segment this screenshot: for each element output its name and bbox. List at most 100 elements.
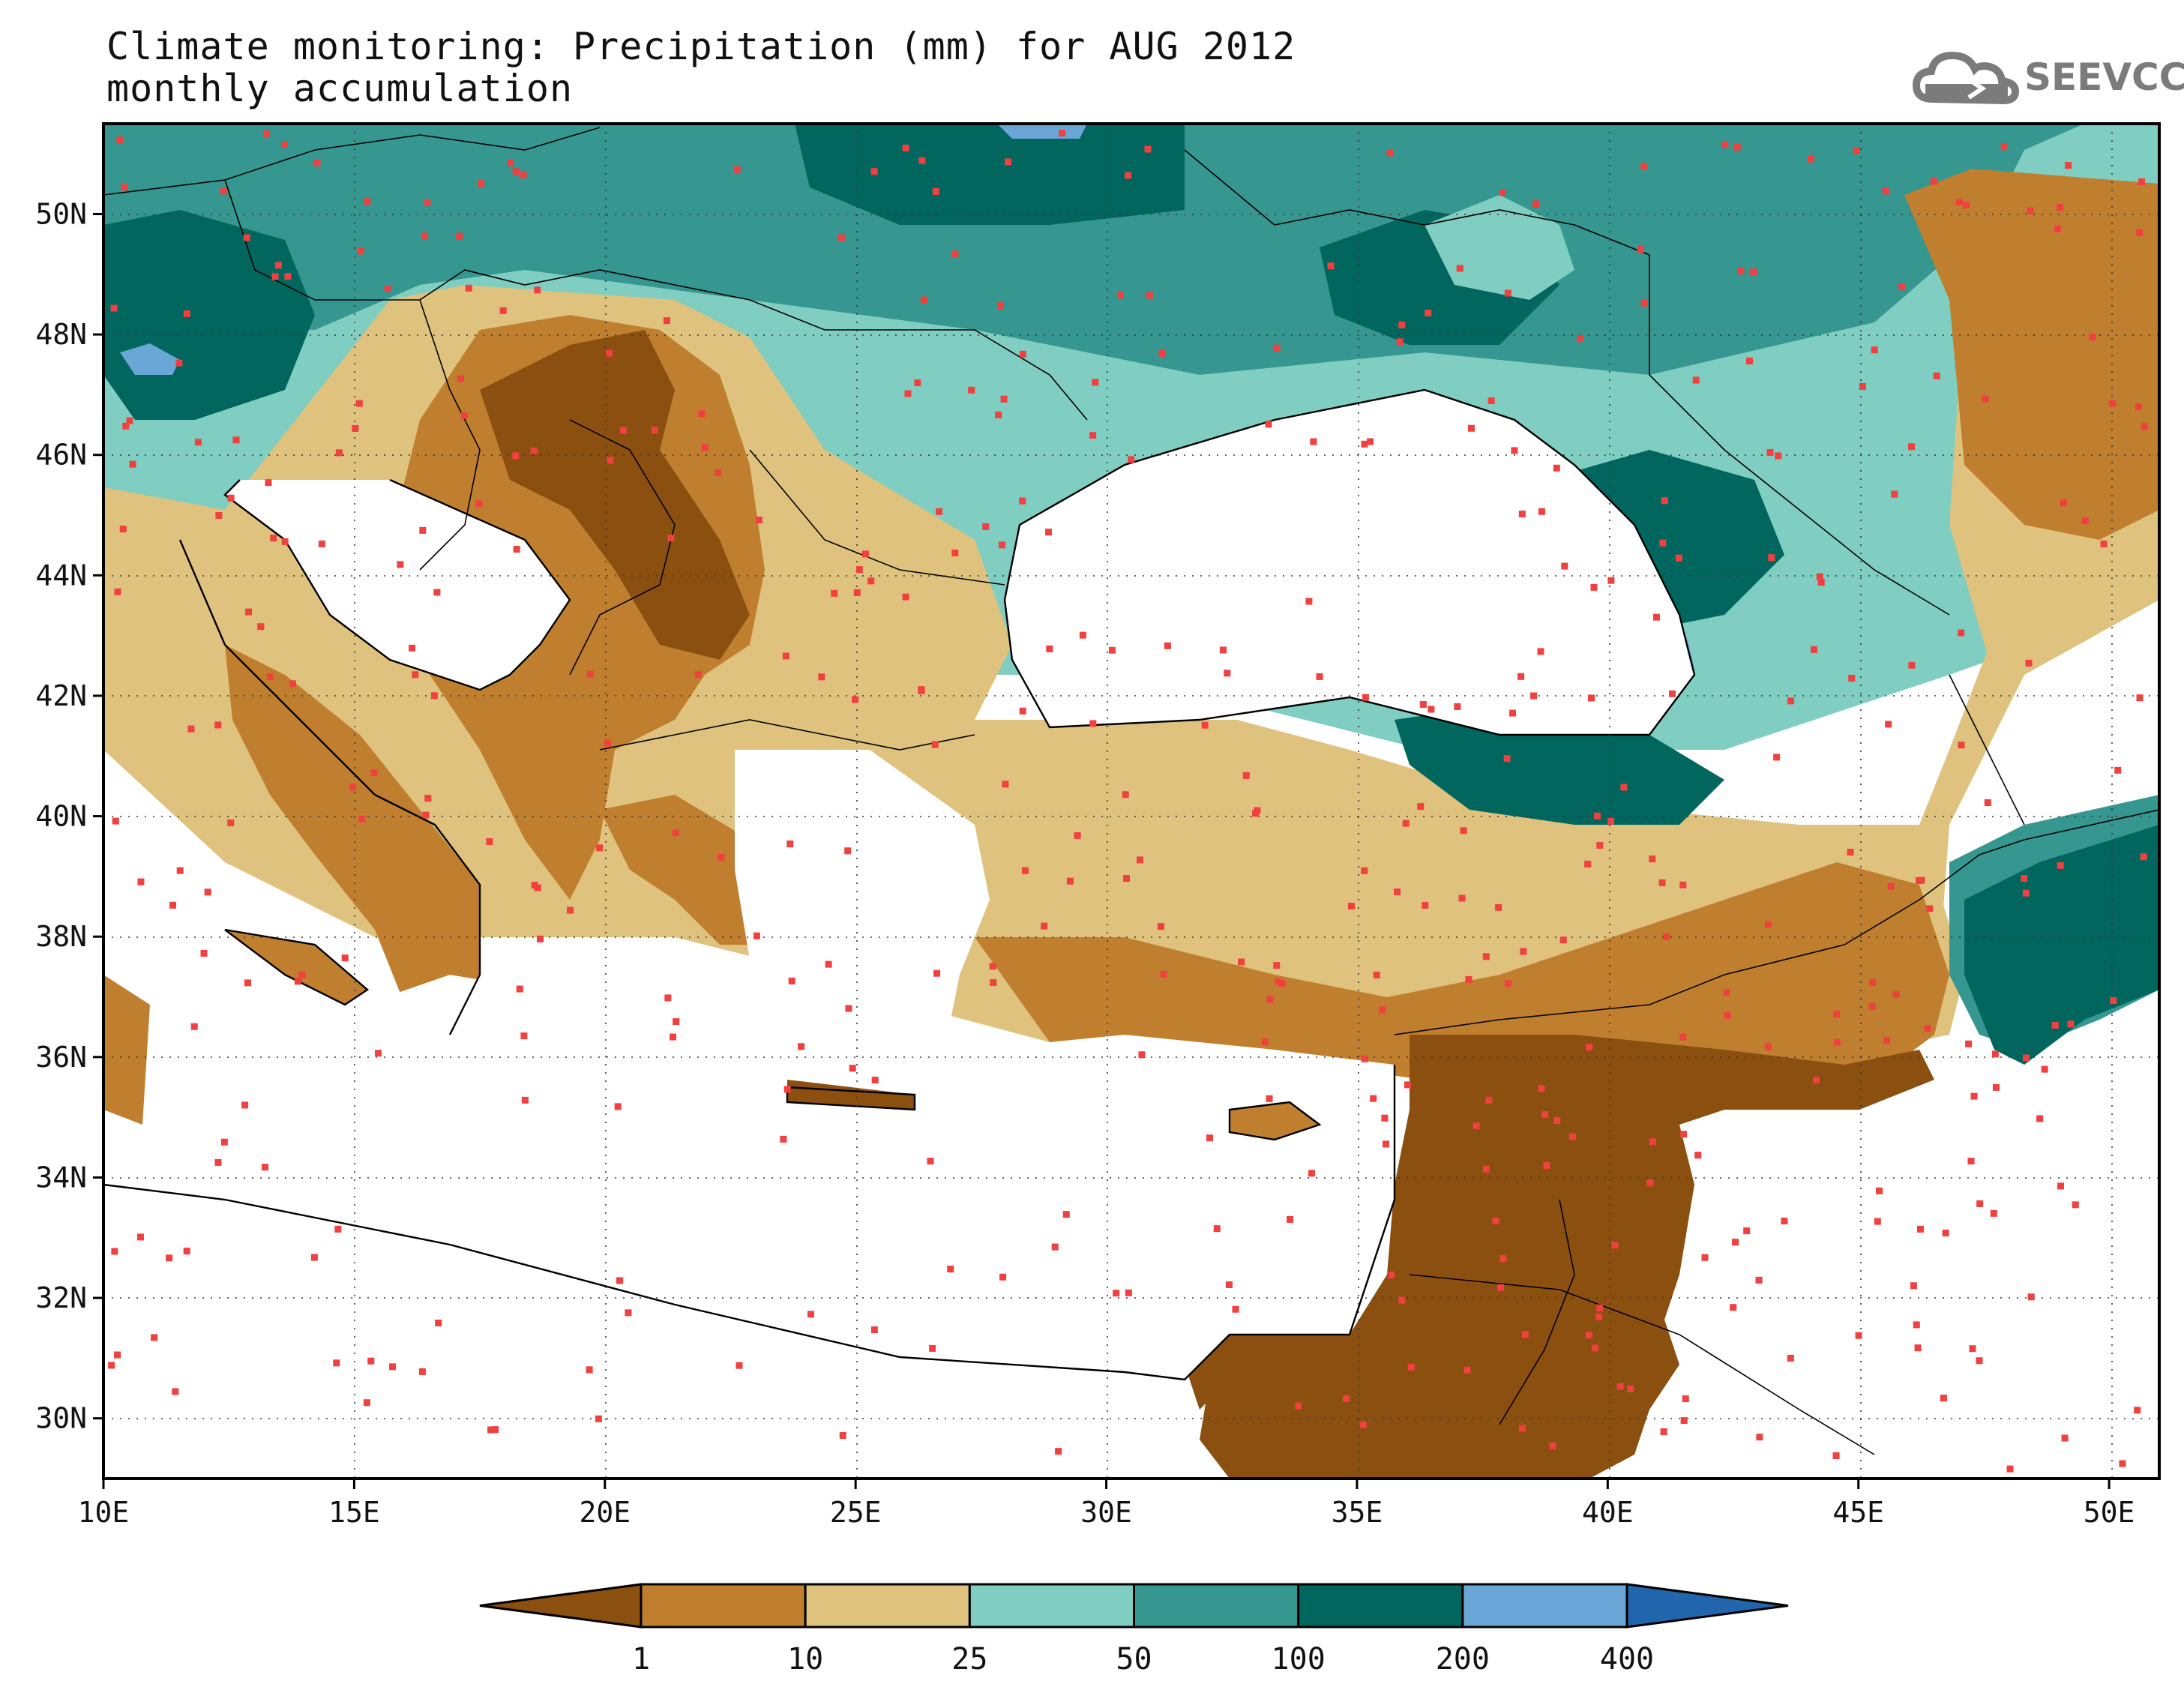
y-tick-label: 48N bbox=[35, 318, 87, 351]
station-dot bbox=[1787, 697, 1795, 705]
station-dot bbox=[190, 1023, 198, 1030]
x-tick-label: 25E bbox=[830, 1496, 882, 1529]
station-dot bbox=[114, 588, 121, 595]
station-dot bbox=[364, 198, 371, 205]
station-dot bbox=[849, 1065, 856, 1072]
station-dot bbox=[1766, 448, 1774, 456]
station-dot bbox=[1646, 1179, 1654, 1187]
station-dot bbox=[1266, 996, 1274, 1003]
station-dot bbox=[733, 166, 741, 173]
station-dot bbox=[172, 1388, 179, 1395]
station-dot bbox=[355, 400, 363, 407]
station-dot bbox=[1316, 673, 1323, 680]
x-tick-label: 10E bbox=[78, 1496, 130, 1529]
station-dot bbox=[567, 906, 574, 914]
colorbar-label: 200 bbox=[1436, 1642, 1490, 1677]
station-dot bbox=[1362, 694, 1369, 701]
station-dot bbox=[920, 296, 927, 304]
colorbar-bin bbox=[804, 1583, 971, 1629]
station-dot bbox=[1079, 631, 1086, 639]
station-dot bbox=[1833, 1010, 1841, 1017]
y-tick-label: 38N bbox=[35, 920, 87, 953]
station-dot bbox=[126, 417, 133, 424]
station-dot bbox=[352, 424, 359, 432]
station-dot bbox=[1388, 1272, 1395, 1279]
station-dot bbox=[1019, 497, 1026, 505]
station-dot bbox=[1467, 424, 1475, 432]
station-dot bbox=[2041, 1065, 2048, 1073]
station-dot bbox=[1970, 1092, 1978, 1100]
y-tick-label: 42N bbox=[35, 679, 87, 712]
station-dot bbox=[1955, 199, 1963, 206]
station-dot bbox=[363, 1399, 370, 1407]
station-dot bbox=[837, 234, 845, 241]
station-dot bbox=[492, 1426, 499, 1434]
station-dot bbox=[1538, 1085, 1545, 1092]
station-dot bbox=[673, 1018, 680, 1026]
station-dot bbox=[1505, 980, 1512, 987]
precip-field bbox=[103, 124, 2159, 1479]
station-dot bbox=[220, 187, 227, 195]
station-dot bbox=[1586, 1043, 1593, 1050]
station-dot bbox=[1675, 554, 1682, 562]
station-dot bbox=[245, 608, 253, 616]
station-dot bbox=[999, 1273, 1007, 1281]
station-dot bbox=[1518, 1425, 1526, 1432]
station-dot bbox=[861, 550, 869, 558]
station-dot bbox=[2057, 861, 2064, 869]
station-dot bbox=[512, 168, 520, 175]
station-dot bbox=[1701, 1254, 1709, 1261]
station-dot bbox=[121, 184, 128, 191]
station-dot bbox=[1652, 613, 1660, 621]
station-dot bbox=[424, 199, 431, 206]
x-axis: 10E 15E 20E 25E 30E 35E 40E 45E 50E bbox=[78, 1479, 2135, 1529]
station-dot bbox=[1637, 246, 1644, 253]
colorbar-label: 10 bbox=[787, 1642, 823, 1677]
station-dot bbox=[1275, 978, 1282, 985]
station-dot bbox=[1458, 894, 1466, 902]
station-dot bbox=[530, 447, 538, 454]
station-dot bbox=[430, 692, 438, 700]
station-dot bbox=[1089, 432, 1097, 439]
station-dot bbox=[651, 427, 658, 434]
station-dot bbox=[1055, 1448, 1062, 1455]
station-dot bbox=[1232, 1305, 1239, 1313]
station-dot bbox=[1530, 692, 1538, 700]
station-dot bbox=[227, 494, 235, 502]
station-dot bbox=[151, 1334, 158, 1341]
station-dot bbox=[1497, 1284, 1505, 1291]
station-dot bbox=[1460, 827, 1467, 835]
station-dot bbox=[2025, 659, 2033, 667]
station-dot bbox=[1807, 155, 1814, 163]
station-dot bbox=[1640, 163, 1647, 170]
station-dot bbox=[1984, 799, 1991, 807]
station-dot bbox=[1916, 1225, 1924, 1233]
cloud-icon bbox=[1912, 51, 2020, 105]
station-dot bbox=[586, 670, 594, 678]
station-dot bbox=[947, 1266, 954, 1273]
station-dot bbox=[1592, 1344, 1599, 1352]
station-dot bbox=[2006, 1465, 2014, 1473]
station-dot bbox=[982, 523, 990, 530]
station-dot bbox=[1833, 1038, 1841, 1046]
station-dot bbox=[1640, 299, 1648, 307]
station-dot bbox=[1361, 440, 1368, 448]
station-dot bbox=[1144, 145, 1152, 153]
station-dot bbox=[701, 444, 709, 451]
station-dot bbox=[1982, 395, 1989, 403]
x-tick-label: 30E bbox=[1080, 1496, 1132, 1529]
station-dot bbox=[214, 1158, 222, 1166]
station-dot bbox=[2036, 1115, 2044, 1122]
station-dot bbox=[1898, 283, 1906, 291]
station-dot bbox=[2136, 694, 2144, 702]
station-dot bbox=[457, 375, 464, 382]
station-dot bbox=[1404, 1081, 1411, 1089]
station-dot bbox=[1472, 1122, 1480, 1130]
station-dot bbox=[1310, 438, 1317, 445]
station-dot bbox=[989, 963, 996, 970]
station-dot bbox=[424, 795, 432, 802]
colorbar-bin bbox=[1297, 1583, 1464, 1629]
station-dot bbox=[2056, 203, 2063, 211]
station-dot bbox=[1848, 675, 1856, 682]
